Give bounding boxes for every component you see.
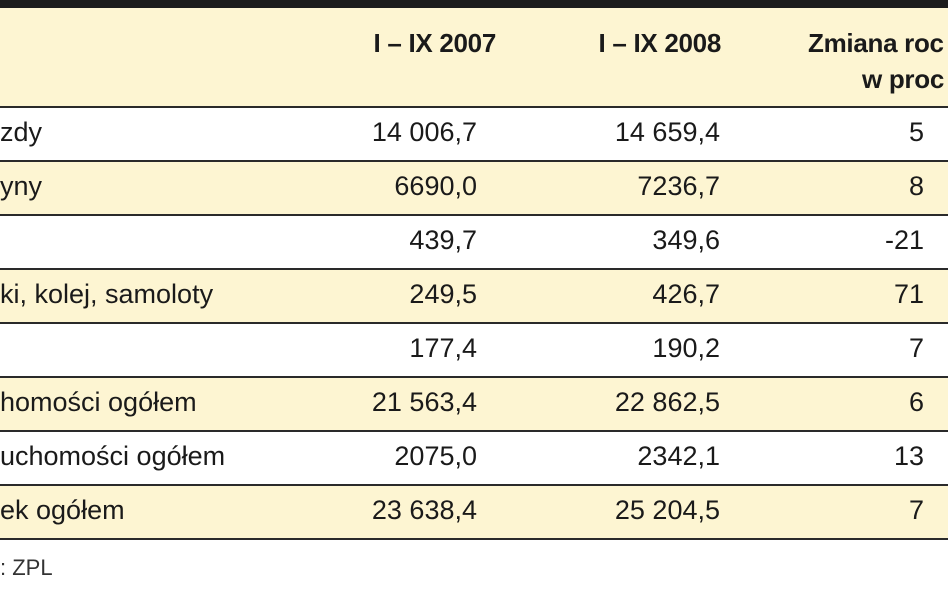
value-2007: 2075,0 <box>394 441 477 471</box>
value-change: 6 <box>908 387 924 417</box>
value-2008: 14 659,4 <box>614 117 720 147</box>
value-2008: 22 862,5 <box>614 387 720 417</box>
table-body: zdy 14 006,7 14 659,4 5 yny 6690,0 7236,… <box>0 108 948 540</box>
row-label: ki, kolej, samoloty <box>0 279 214 309</box>
table-row: yny 6690,0 7236,7 8 <box>0 162 948 216</box>
value-2008: 7236,7 <box>637 171 720 201</box>
table-row: uchomości ogółem 2075,0 2342,1 13 <box>0 432 948 486</box>
value-2007: 177,4 <box>409 333 477 363</box>
header-change-line1: Zmiana roc <box>808 28 944 58</box>
value-2007: 439,7 <box>409 225 477 255</box>
value-2008: 25 204,5 <box>614 495 720 525</box>
top-rule <box>0 0 948 8</box>
value-2007: 23 638,4 <box>371 495 477 525</box>
row-label: zdy <box>0 117 43 147</box>
header-2008: I – IX 2008 <box>598 28 722 58</box>
value-2007: 14 006,7 <box>371 117 477 147</box>
value-2007: 6690,0 <box>394 171 477 201</box>
value-change: -21 <box>884 225 924 255</box>
table-row: 439,7 349,6 -21 <box>0 216 948 270</box>
row-label: yny <box>0 171 43 201</box>
value-2008: 190,2 <box>652 333 720 363</box>
source-note: : ZPL <box>0 555 53 580</box>
table-row: ki, kolej, samoloty 249,5 426,7 71 <box>0 270 948 324</box>
table-row: 177,4 190,2 7 <box>0 324 948 378</box>
value-change: 5 <box>908 117 924 147</box>
value-change: 7 <box>908 495 924 525</box>
value-change: 71 <box>893 279 924 309</box>
value-2008: 426,7 <box>652 279 720 309</box>
row-label: uchomości ogółem <box>0 441 226 471</box>
value-change: 8 <box>908 171 924 201</box>
table-row: ek ogółem 23 638,4 25 204,5 7 <box>0 486 948 540</box>
table-row: zdy 14 006,7 14 659,4 5 <box>0 108 948 162</box>
value-change: 13 <box>893 441 924 471</box>
value-2007: 21 563,4 <box>371 387 477 417</box>
table-header: I – IX 2007 I – IX 2008 Zmiana roc w pro… <box>0 8 948 108</box>
header-change-line2: w proc <box>862 64 944 94</box>
value-change: 7 <box>908 333 924 363</box>
value-2008: 349,6 <box>652 225 720 255</box>
value-2007: 249,5 <box>409 279 477 309</box>
value-2008: 2342,1 <box>637 441 720 471</box>
row-label: ek ogółem <box>0 495 125 525</box>
header-2007: I – IX 2007 <box>373 28 497 58</box>
table-row: homości ogółem 21 563,4 22 862,5 6 <box>0 378 948 432</box>
row-label: homości ogółem <box>0 387 197 417</box>
